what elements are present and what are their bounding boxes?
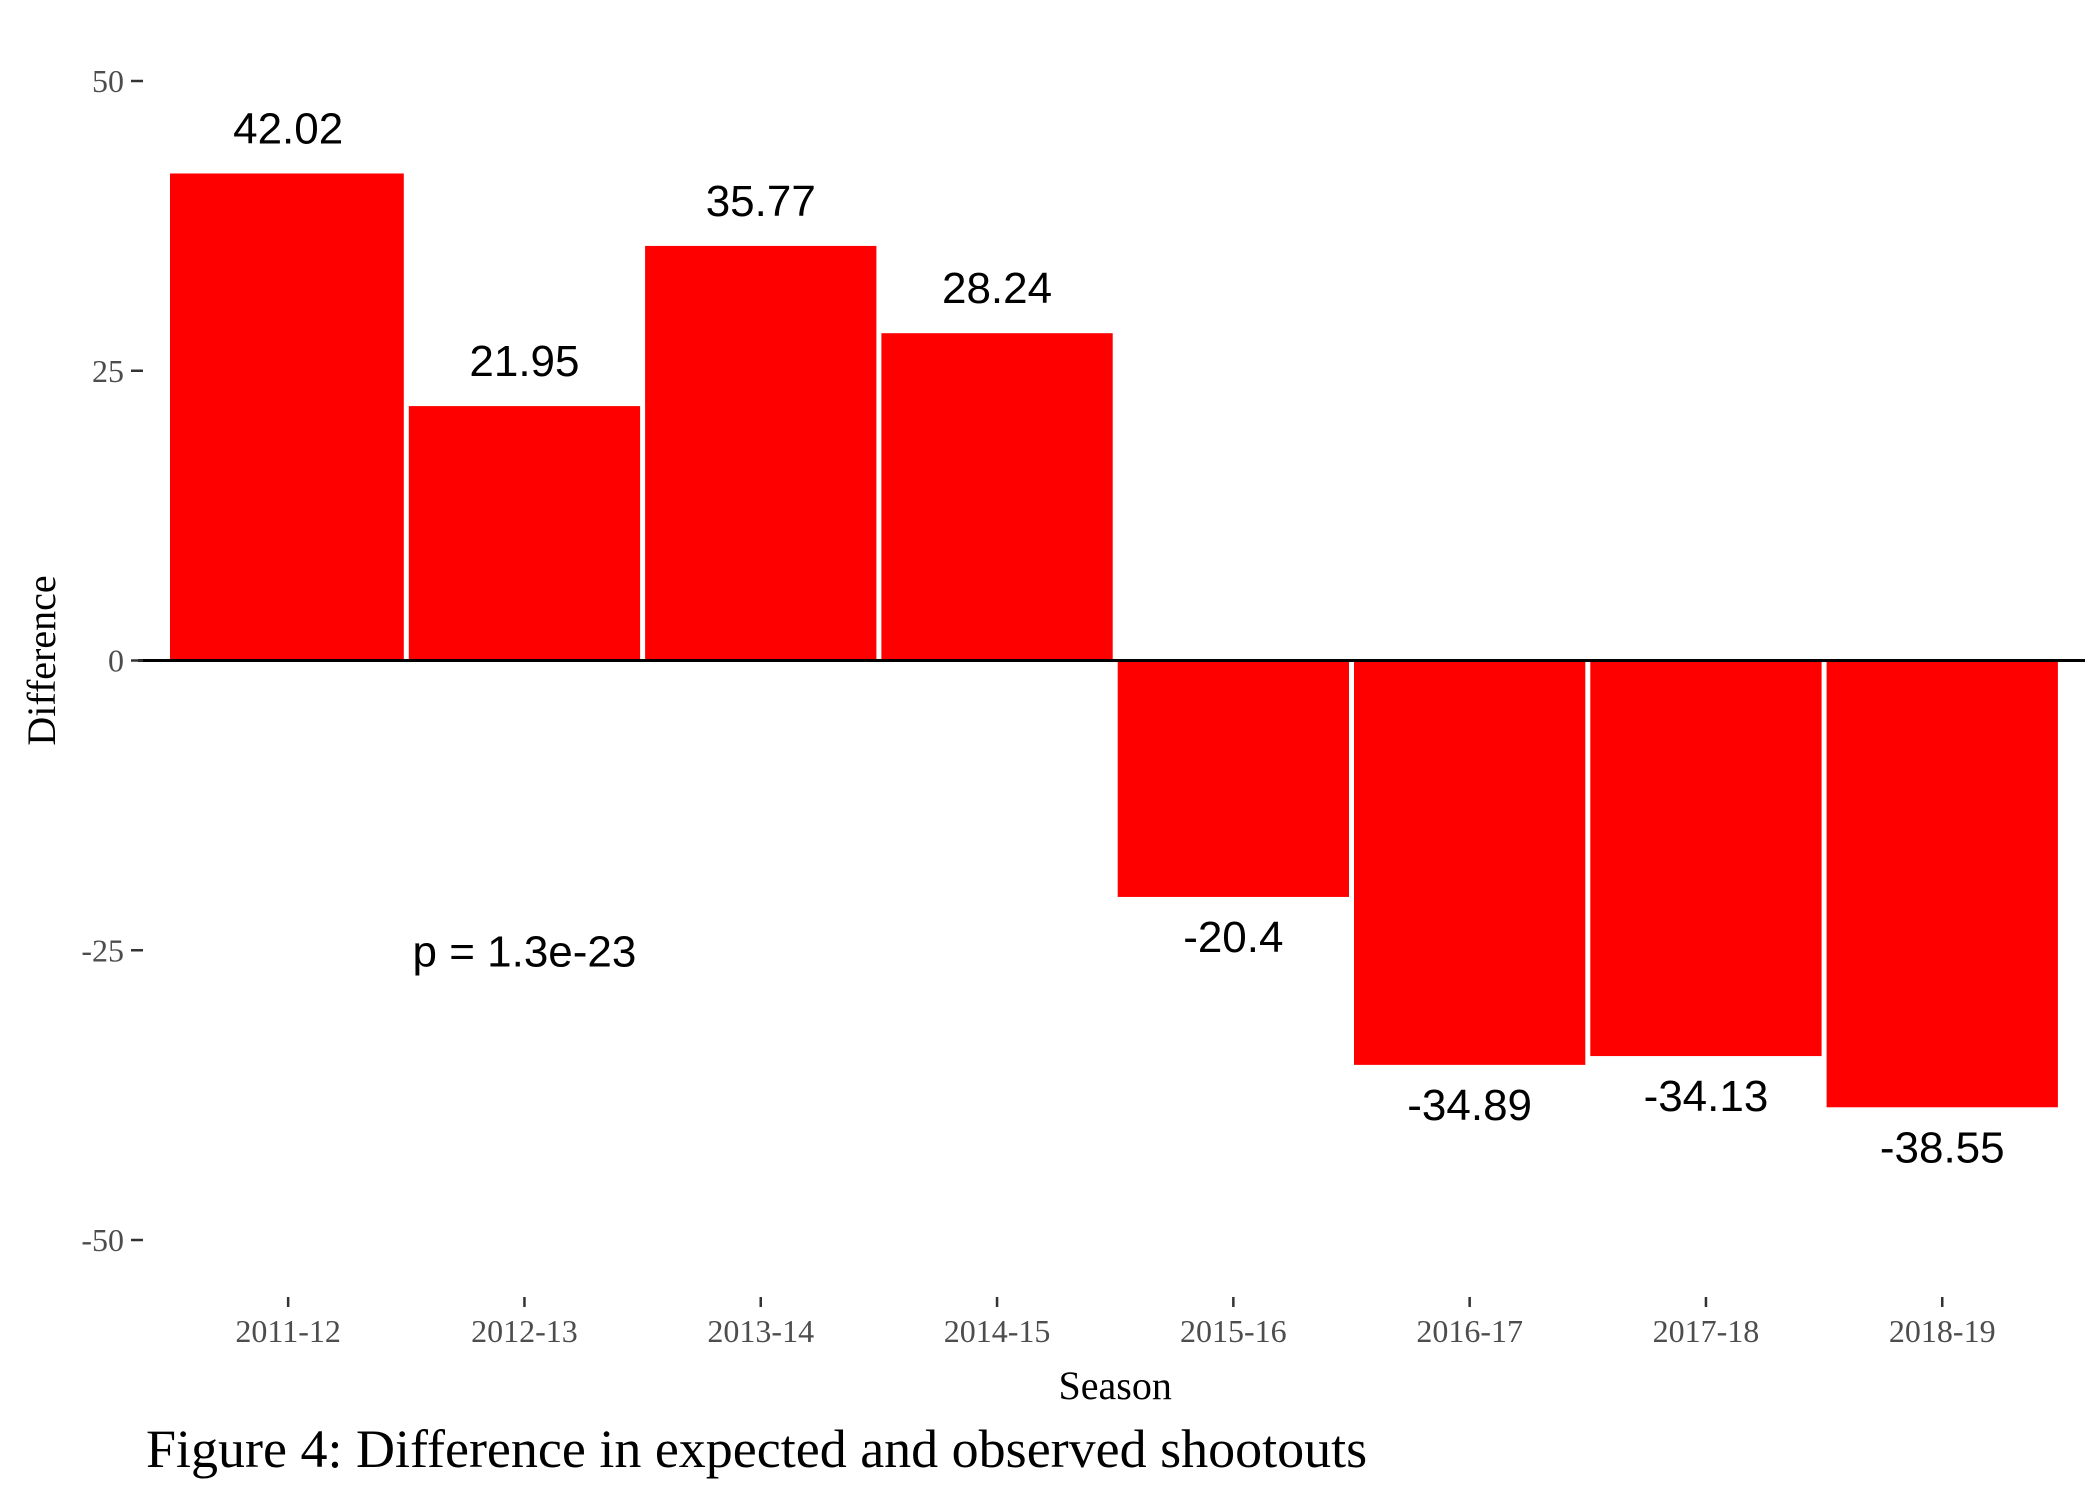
p-value-annotation: p = 1.3e-23 (413, 927, 637, 976)
bar-2018-19 (1826, 660, 2058, 1108)
x-tick-label-2017-18: 2017-18 (1653, 1313, 1760, 1349)
bar-2013-14 (645, 245, 877, 661)
bar-chart: 50 25 0 -25 -50 2011-12 2012-13 2013-14 2014-15… (19, 63, 2085, 1408)
data-label-2016-17: -34.89 (1407, 1081, 1532, 1130)
data-label-2018-19: -38.55 (1880, 1123, 2005, 1172)
figure-caption: Figure 4: Difference in expected and obs… (146, 1419, 1368, 1479)
y-tick-label-0: 0 (108, 643, 124, 679)
x-axis-title: Season (1059, 1363, 1172, 1408)
y-tick-label--25: -25 (81, 932, 124, 968)
y-axis: 50 25 0 -25 -50 (81, 63, 143, 1258)
data-label-2012-13: 21.95 (469, 337, 579, 386)
bar-2012-13 (408, 406, 641, 661)
data-label-2014-15: 28.24 (942, 264, 1052, 313)
x-tick-label-2018-19: 2018-19 (1889, 1313, 1996, 1349)
x-tick-label-2015-16: 2015-16 (1180, 1313, 1287, 1349)
x-axis: 2011-12 2012-13 2013-14 2014-15 2015-16 2016-… (235, 1297, 1996, 1349)
data-label-2017-18: -34.13 (1644, 1072, 1769, 1121)
data-label-2011-12: 42.02 (233, 104, 343, 153)
bar-2011-12 (170, 173, 404, 661)
y-tick-label--50: -50 (81, 1222, 124, 1258)
bar-2014-15 (881, 333, 1113, 661)
x-tick-label-2014-15: 2014-15 (944, 1313, 1051, 1349)
y-axis-title: Difference (19, 575, 64, 745)
x-tick-label-2011-12: 2011-12 (235, 1313, 340, 1349)
data-labels-layer: 42.02 21.95 35.77 28.24 -20.4 -34.89 -34.13 -38… (233, 104, 2005, 1172)
bar-2017-18 (1590, 660, 1822, 1057)
data-label-2013-14: 35.77 (706, 177, 816, 226)
x-tick-label-2013-14: 2013-14 (707, 1313, 814, 1349)
x-tick-label-2016-17: 2016-17 (1416, 1313, 1523, 1349)
data-label-2015-16: -20.4 (1183, 913, 1283, 962)
bar-2015-16 (1117, 660, 1349, 897)
bar-2016-17 (1354, 660, 1586, 1065)
bars-layer (170, 173, 2058, 1108)
x-tick-label-2012-13: 2012-13 (471, 1313, 578, 1349)
y-tick-label-25: 25 (92, 353, 124, 389)
y-tick-label-50: 50 (92, 63, 124, 99)
